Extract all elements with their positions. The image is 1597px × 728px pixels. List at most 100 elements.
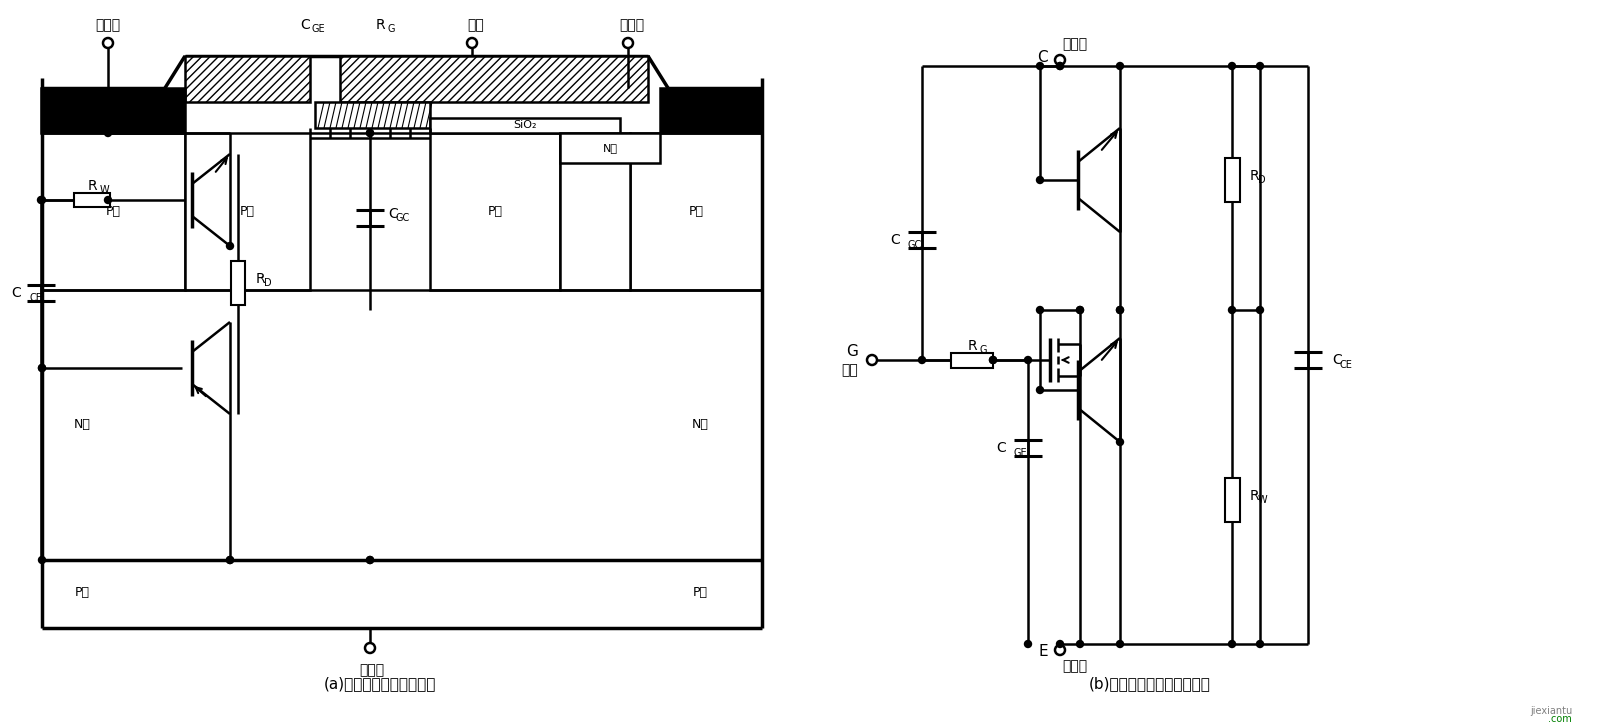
Bar bbox=[430, 118, 620, 133]
Text: CE: CE bbox=[29, 293, 42, 303]
Text: E: E bbox=[1038, 644, 1048, 660]
Circle shape bbox=[1116, 641, 1124, 647]
Circle shape bbox=[1025, 357, 1032, 363]
Bar bbox=[660, 88, 762, 133]
Circle shape bbox=[1076, 641, 1083, 647]
Text: GE: GE bbox=[1014, 448, 1027, 458]
Text: D: D bbox=[264, 278, 271, 288]
Text: P＋: P＋ bbox=[75, 585, 89, 598]
Circle shape bbox=[1257, 306, 1263, 314]
Text: 集电极: 集电极 bbox=[620, 18, 645, 32]
Text: 栅极: 栅极 bbox=[842, 363, 858, 377]
Text: GC: GC bbox=[396, 213, 410, 223]
Circle shape bbox=[1228, 306, 1236, 314]
Circle shape bbox=[990, 357, 997, 363]
Circle shape bbox=[104, 197, 112, 204]
Circle shape bbox=[1056, 645, 1065, 655]
Circle shape bbox=[1036, 176, 1043, 183]
Text: GE: GE bbox=[311, 24, 326, 34]
Text: P－: P－ bbox=[240, 205, 256, 218]
Text: R: R bbox=[1250, 489, 1260, 503]
Text: W: W bbox=[101, 185, 110, 195]
Circle shape bbox=[38, 365, 45, 371]
Circle shape bbox=[366, 130, 374, 136]
Circle shape bbox=[1036, 387, 1043, 394]
Text: N－: N－ bbox=[692, 419, 709, 432]
Bar bbox=[42, 560, 762, 628]
Circle shape bbox=[38, 556, 45, 563]
Circle shape bbox=[1057, 63, 1064, 69]
Text: R: R bbox=[968, 339, 977, 353]
Bar bbox=[561, 133, 629, 290]
Text: C: C bbox=[1332, 353, 1341, 367]
Text: N＋: N＋ bbox=[602, 143, 618, 153]
Circle shape bbox=[918, 357, 926, 363]
Text: 集电极: 集电极 bbox=[1062, 37, 1088, 51]
Text: jiexiantu: jiexiantu bbox=[1530, 706, 1571, 716]
Circle shape bbox=[366, 556, 374, 563]
Circle shape bbox=[1228, 63, 1236, 69]
Circle shape bbox=[38, 365, 45, 371]
Circle shape bbox=[1116, 306, 1124, 314]
Bar bbox=[185, 56, 310, 102]
Circle shape bbox=[1116, 306, 1124, 314]
Text: W: W bbox=[1258, 495, 1268, 505]
Text: 发射极: 发射极 bbox=[1062, 659, 1088, 673]
Text: P－: P－ bbox=[487, 205, 503, 218]
Circle shape bbox=[104, 130, 112, 136]
Circle shape bbox=[37, 197, 45, 204]
Text: (a)单元结构内的寄生组件: (a)单元结构内的寄生组件 bbox=[324, 676, 436, 692]
Bar bbox=[73, 193, 110, 207]
Bar bbox=[42, 88, 185, 133]
Circle shape bbox=[990, 357, 997, 363]
Circle shape bbox=[1257, 641, 1263, 647]
Circle shape bbox=[1056, 55, 1065, 65]
Bar bbox=[629, 133, 762, 290]
Bar bbox=[232, 261, 244, 305]
Text: CE: CE bbox=[1340, 360, 1353, 370]
Bar bbox=[1225, 478, 1239, 522]
Bar bbox=[430, 133, 561, 290]
Circle shape bbox=[366, 556, 374, 563]
Text: SiO₂: SiO₂ bbox=[513, 121, 537, 130]
Text: .com: .com bbox=[1547, 714, 1571, 724]
Circle shape bbox=[1076, 306, 1083, 314]
Text: R: R bbox=[1250, 169, 1260, 183]
Circle shape bbox=[1036, 63, 1043, 69]
Circle shape bbox=[1076, 306, 1083, 314]
Circle shape bbox=[1116, 438, 1124, 446]
Circle shape bbox=[867, 355, 877, 365]
Text: G: G bbox=[386, 24, 394, 34]
Bar bbox=[561, 133, 660, 163]
Text: R: R bbox=[88, 179, 97, 193]
Text: C: C bbox=[997, 441, 1006, 455]
Circle shape bbox=[366, 643, 375, 653]
Text: R: R bbox=[375, 18, 385, 32]
Circle shape bbox=[1257, 63, 1263, 69]
Text: 发射极: 发射极 bbox=[96, 18, 120, 32]
Text: C: C bbox=[300, 18, 310, 32]
Text: GC: GC bbox=[909, 240, 921, 250]
Text: P＋: P＋ bbox=[105, 205, 121, 218]
Circle shape bbox=[227, 556, 233, 563]
Bar bbox=[42, 78, 762, 628]
Bar bbox=[340, 56, 648, 102]
Text: D: D bbox=[1258, 175, 1266, 185]
Text: C: C bbox=[11, 286, 21, 300]
Circle shape bbox=[466, 38, 478, 48]
Text: (b)带有寄生组件的等效电路: (b)带有寄生组件的等效电路 bbox=[1089, 676, 1211, 692]
Circle shape bbox=[1036, 306, 1043, 314]
Circle shape bbox=[1025, 641, 1032, 647]
Text: N－: N－ bbox=[73, 419, 91, 432]
Bar bbox=[950, 352, 993, 368]
Text: 集电极: 集电极 bbox=[359, 663, 385, 677]
Circle shape bbox=[227, 556, 233, 563]
Bar bbox=[42, 133, 185, 290]
Text: C: C bbox=[1038, 50, 1048, 66]
Circle shape bbox=[1057, 63, 1064, 69]
Text: G: G bbox=[981, 345, 987, 355]
Circle shape bbox=[38, 197, 45, 204]
Circle shape bbox=[102, 38, 113, 48]
Circle shape bbox=[366, 130, 374, 136]
Text: G: G bbox=[846, 344, 858, 360]
